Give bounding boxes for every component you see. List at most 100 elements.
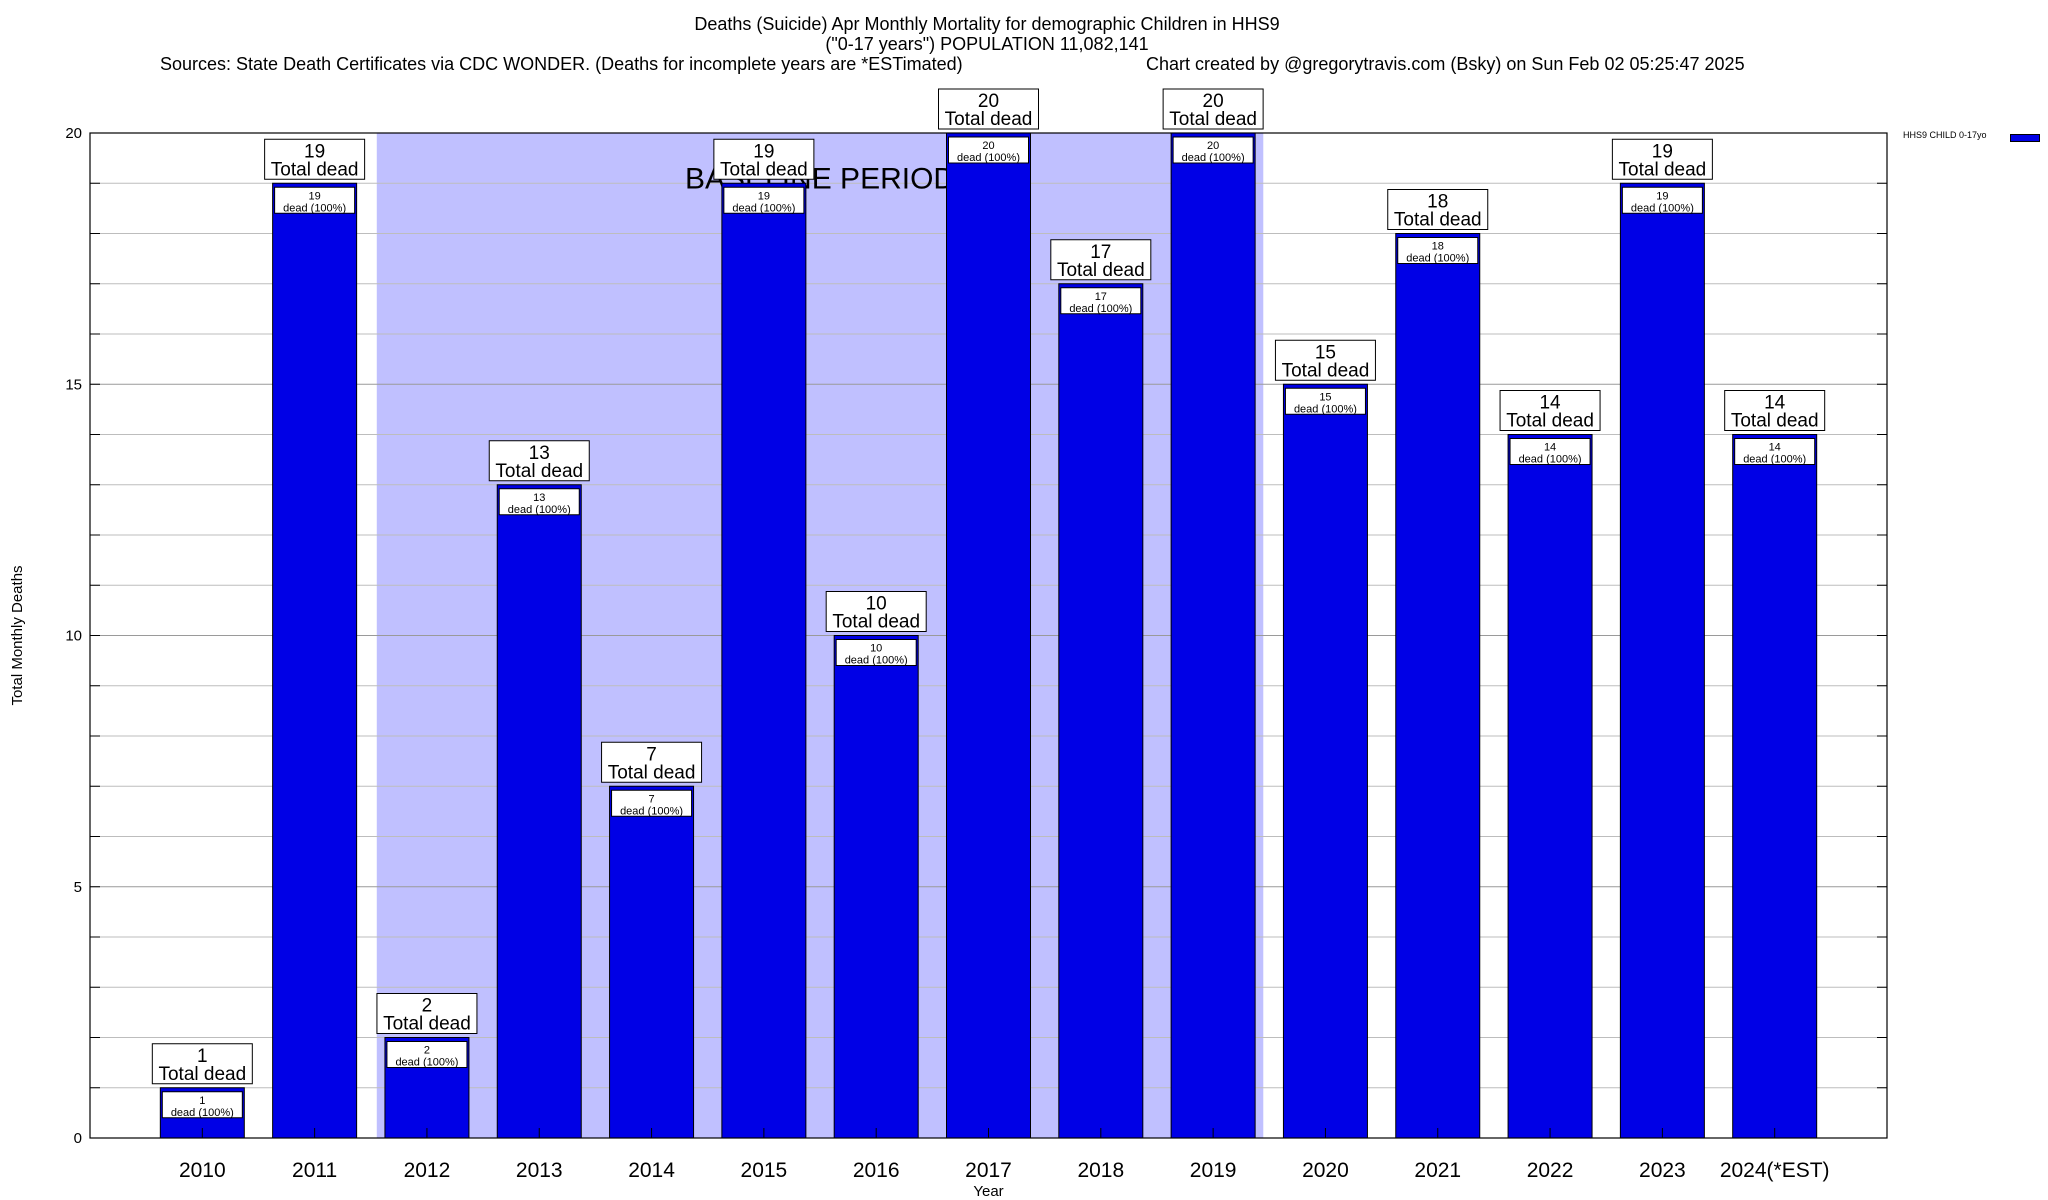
bar [1282, 383, 1368, 1139]
bar-inner-label-box [274, 186, 356, 214]
bar-inner-value: 18 [1432, 241, 1444, 253]
x-tick-label: 2023 [1639, 1159, 1686, 1182]
bar-top-value: 2 [422, 996, 433, 1017]
bar [272, 182, 358, 1139]
bar-top-label: Total dead [271, 159, 359, 180]
bar [946, 132, 1031, 1139]
bar [1507, 434, 1593, 1139]
bar-inner-label: dead (100%) [1069, 303, 1132, 315]
bar-top-value: 14 [1764, 393, 1786, 414]
bar-top-label-box [376, 993, 478, 1034]
bar-inner-label-box [1621, 186, 1703, 214]
bar [1732, 434, 1818, 1139]
bar-top-value: 10 [866, 594, 887, 615]
bar [1058, 283, 1144, 1139]
chart-sources: Sources: State Death Certificates via CD… [160, 54, 963, 74]
x-tick-label: 2016 [853, 1159, 900, 1182]
bar-inner-label: dead (100%) [845, 655, 908, 667]
x-tick-label: 2017 [965, 1159, 1012, 1182]
y-tick-label: 15 [65, 376, 82, 393]
bar-inner-label-box [1509, 438, 1591, 465]
bar-top-label: Total dead [720, 159, 808, 180]
x-tick-label: 2022 [1527, 1159, 1574, 1182]
bar-inner-label-box [386, 1041, 468, 1068]
bar-top-value: 1 [197, 1046, 208, 1067]
bar-top-label-box [1724, 390, 1826, 431]
bar-inner-label-box [498, 488, 580, 516]
bar-top-label: Total dead [1057, 260, 1145, 281]
bar-inner-value: 20 [982, 140, 994, 152]
bar-top-label: Total dead [1506, 411, 1594, 432]
chart-credit: Chart created by @gregorytravis.com (Bsk… [1146, 54, 1745, 74]
bar [721, 182, 807, 1139]
bar-inner-value: 17 [1095, 291, 1107, 303]
bar-inner-label: dead (100%) [957, 152, 1020, 164]
bar-top-label-box [1162, 88, 1264, 130]
bar [1619, 182, 1705, 1139]
bar-top-label: Total dead [1619, 159, 1707, 180]
bar-inner-value: 19 [309, 190, 321, 202]
bar-inner-label-box [948, 136, 1029, 164]
chart-title-block: Deaths (Suicide) Apr Monthly Mortality f… [0, 0, 2048, 80]
bar [1395, 233, 1481, 1139]
x-tick-label: 2014 [628, 1159, 675, 1182]
bar-top-value: 20 [1203, 91, 1224, 112]
bar-inner-label: dead (100%) [283, 202, 346, 214]
bar-inner-label: dead (100%) [395, 1057, 458, 1069]
bar-top-value: 13 [529, 443, 550, 464]
bar-inner-label: dead (100%) [732, 202, 795, 214]
x-tick-label: 2015 [741, 1159, 788, 1182]
bar-top-value: 17 [1090, 242, 1111, 263]
bar-top-value: 7 [646, 744, 657, 765]
bar-inner-value: 7 [649, 793, 655, 805]
bar-top-label: Total dead [1169, 109, 1257, 130]
x-tick-label: 2012 [404, 1159, 451, 1182]
bar-inner-label: dead (100%) [1406, 253, 1469, 265]
chart-title: Deaths (Suicide) Apr Monthly Mortality f… [694, 14, 1280, 34]
y-axis-label: Total Monthly Deaths [9, 565, 26, 705]
bar-top-label-box [938, 88, 1039, 130]
bar-top-value: 15 [1315, 342, 1336, 363]
bar-top-value: 18 [1427, 192, 1448, 213]
x-tick-label: 2019 [1190, 1159, 1237, 1182]
bar-inner-label: dead (100%) [620, 805, 683, 817]
bar-top-value: 19 [304, 141, 325, 162]
bar-inner-label-box [161, 1091, 243, 1119]
y-tick-label: 10 [65, 628, 82, 645]
bar-inner-label-box [1734, 438, 1816, 465]
x-tick-label: 2018 [1077, 1159, 1124, 1182]
bar [496, 484, 582, 1139]
x-tick-label: 2021 [1414, 1159, 1461, 1182]
bar [1170, 132, 1256, 1139]
x-tick-label: 2020 [1302, 1159, 1349, 1182]
bar-top-label-box [713, 138, 815, 180]
bar-top-label: Total dead [1282, 360, 1370, 381]
bar-inner-label: dead (100%) [1743, 454, 1806, 466]
bar-top-label: Total dead [945, 109, 1033, 130]
bar-top-label-box [1050, 239, 1152, 281]
bar-inner-value: 13 [533, 492, 545, 504]
bar-top-label: Total dead [1731, 411, 1819, 432]
bar-top-value: 14 [1539, 393, 1561, 414]
bar-top-value: 20 [978, 91, 999, 112]
bar-inner-label-box [1397, 237, 1479, 264]
bar-top-label-box [1387, 189, 1489, 230]
bar-top-label-box [151, 1043, 253, 1085]
bar-top-label-box [1274, 339, 1376, 381]
bar-top-label-box [264, 138, 366, 180]
bar-inner-label: dead (100%) [508, 504, 571, 516]
bar-top-label-box [601, 741, 703, 783]
x-tick-label: 2013 [516, 1159, 563, 1182]
legend-label: HHS9 CHILD 0-17yo [1903, 130, 1987, 140]
bar-inner-label-box [835, 639, 917, 666]
bar-inner-label: dead (100%) [1519, 454, 1582, 466]
bar-top-value: 19 [1652, 141, 1673, 162]
bar-top-label-box [825, 591, 927, 632]
bar-inner-label: dead (100%) [171, 1107, 234, 1119]
legend-swatch [2010, 134, 2040, 142]
bar-inner-value: 1 [199, 1095, 205, 1107]
x-tick-label: 2011 [292, 1159, 337, 1182]
x-tick-label: 2024(*EST) [1720, 1159, 1830, 1182]
x-tick-label: 2010 [179, 1159, 226, 1182]
